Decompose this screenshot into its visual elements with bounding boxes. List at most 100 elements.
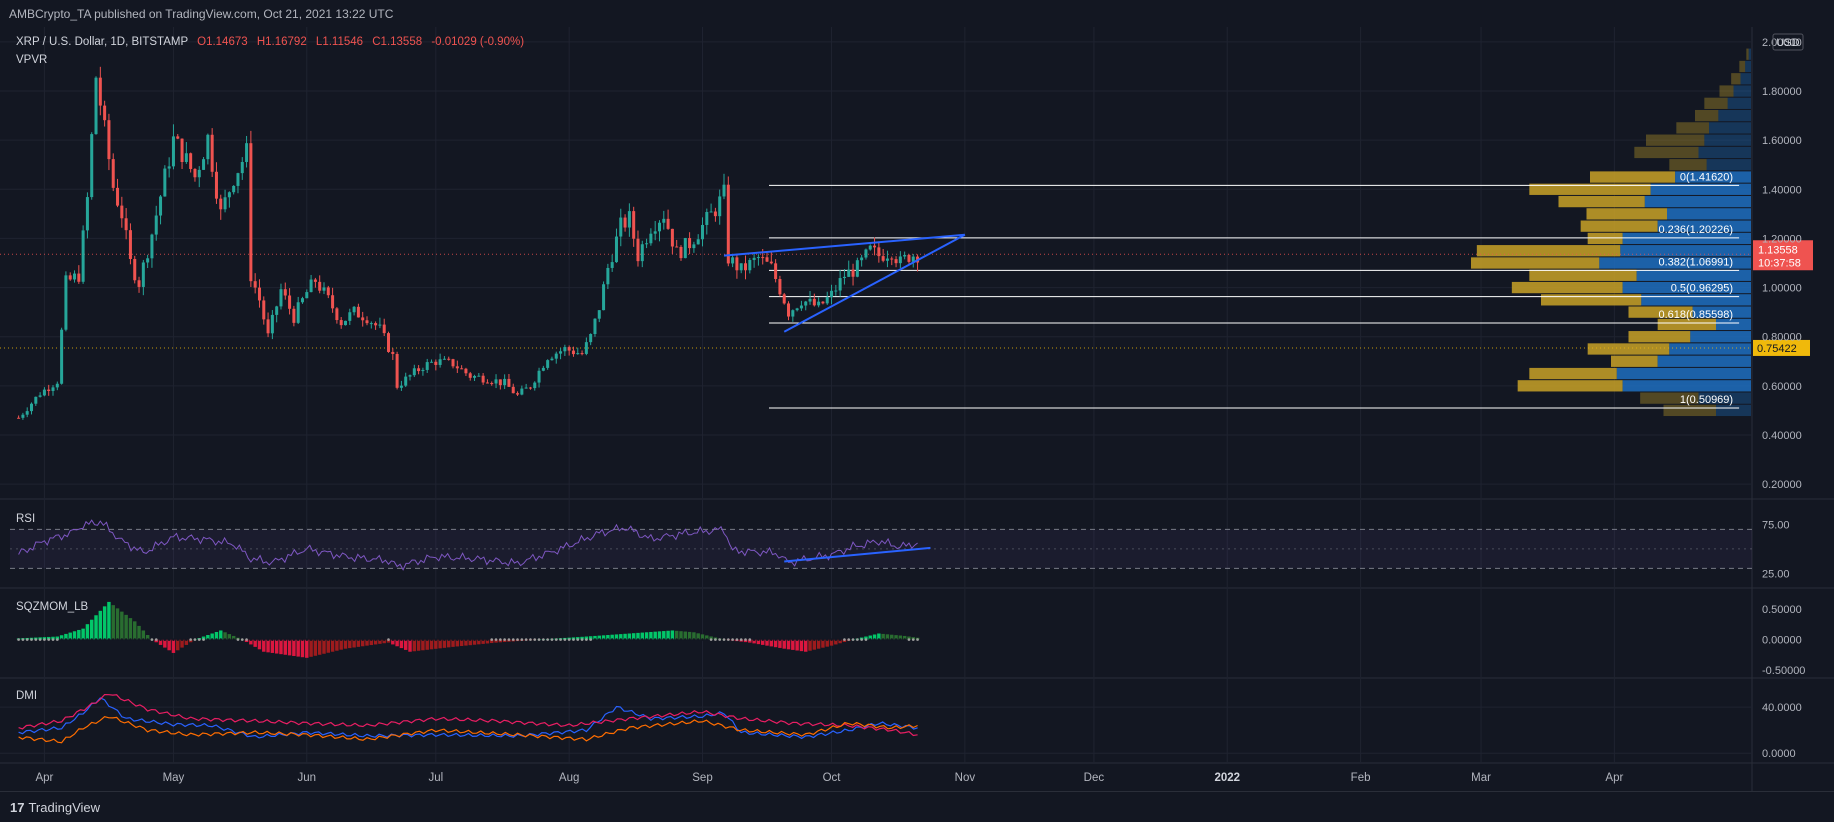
squeeze-histogram-bar (670, 630, 675, 640)
squeeze-histogram-bar (653, 631, 657, 640)
candle-body (782, 294, 786, 304)
squeeze-dot (34, 638, 38, 641)
dmi-title[interactable]: DMI (16, 690, 37, 702)
candle-body (322, 287, 326, 291)
squeeze-histogram-bar (674, 630, 679, 640)
volume-profile-bar-down (1558, 195, 1645, 208)
squeeze-dot (202, 638, 205, 641)
rsi-axis-label: 25.00 (1762, 568, 1790, 580)
volume-profile-bar-down (1646, 134, 1705, 146)
squeeze-histogram-bar (266, 639, 270, 653)
vpvr-legend[interactable]: VPVR (16, 54, 47, 66)
squeeze-histogram-bar (378, 639, 382, 644)
squeeze-dot (124, 638, 128, 641)
publish-header: AMBCrypto_TA published on TradingView.co… (0, 0, 1834, 28)
squeeze-histogram-bar (317, 639, 322, 655)
price-axis-label: 1.60000 (1762, 135, 1802, 147)
candle-body (60, 329, 64, 384)
dmi-line-minus_di (18, 693, 918, 737)
candle-body (817, 301, 821, 306)
volume-profile-bar-down (1587, 343, 1670, 355)
candle-body (120, 205, 124, 219)
squeeze-dot (309, 638, 313, 641)
squeeze-dot (447, 638, 451, 641)
squeeze-dot (443, 638, 446, 641)
squeeze-dot (683, 638, 687, 641)
squeeze-histogram-bar (834, 639, 838, 645)
candle-body (855, 260, 859, 277)
chart-area[interactable]: 0(1.41620) 0.236(1.20226) 0.382(1.06991) 0.… (0, 27, 1834, 791)
candle-body (111, 159, 115, 188)
candle-body (464, 368, 468, 374)
squeeze-dot (782, 638, 786, 641)
squeeze-dot (283, 638, 287, 641)
squeeze-histogram-bar (769, 639, 774, 647)
marked-level-badge (1753, 339, 1810, 356)
squeeze-histogram-bar (679, 631, 683, 640)
squeeze-dot (911, 638, 915, 641)
squeeze-histogram-bar (59, 635, 64, 640)
volume-profile-bar-up (1709, 122, 1751, 134)
candle-body (17, 417, 21, 419)
squeeze-dot (761, 638, 765, 641)
candle-body (253, 281, 257, 288)
volume-profile-bar-up (1669, 343, 1751, 355)
candle-body (468, 373, 472, 378)
squeeze-histogram-bar (356, 639, 361, 647)
candle-body (128, 230, 132, 259)
price-axis-label: 1.40000 (1762, 184, 1802, 196)
squeeze-histogram-bar (459, 639, 464, 647)
candle-body (894, 259, 898, 264)
squeeze-dot (529, 638, 532, 641)
rsi-pane[interactable] (10, 519, 1752, 571)
ohlc-change: -0.01029 (-0.90%) (431, 36, 524, 48)
currency-box[interactable] (1772, 33, 1804, 51)
squeeze-histogram-bar (305, 639, 309, 658)
squeeze-histogram-bar (804, 639, 808, 652)
squeeze-histogram-bar (399, 639, 404, 649)
squeeze-axis-label: 0.00000 (1762, 635, 1802, 647)
volume-profile-bar-up (1727, 97, 1751, 109)
squeeze-dot (597, 638, 601, 641)
squeeze-dot (228, 638, 231, 641)
symbol-legend[interactable]: XRP / U.S. Dollar, 1D, BITSTAMP O1.14673… (16, 36, 524, 48)
squeeze-dot (387, 638, 390, 641)
squeeze-momentum-pane[interactable] (16, 601, 920, 658)
squeeze-dot (404, 638, 408, 641)
squeeze-histogram-bar (791, 639, 795, 650)
trendline (783, 233, 966, 333)
squeeze-dot (430, 638, 433, 641)
squeeze-title[interactable]: SQZMOM_LB (16, 601, 89, 613)
squeeze-histogram-bar (360, 639, 365, 647)
squeeze-histogram-bar (111, 605, 115, 640)
candle-body (748, 260, 752, 271)
volume-profile-bar-up (1641, 294, 1751, 306)
fib-level-label: 0(1.41620) (1680, 171, 1733, 183)
squeeze-histogram-bar (894, 635, 898, 640)
tradingview-logo[interactable]: 17 TradingView (10, 800, 100, 815)
squeeze-dot (787, 638, 790, 641)
price-pane[interactable]: 0(1.41620) 0.236(1.20226) 0.382(1.06991) 0.… (0, 48, 1813, 420)
squeeze-dot (154, 638, 158, 641)
time-axis-label: Mar (1471, 772, 1491, 784)
candle-body (339, 320, 343, 326)
candle-body (619, 217, 623, 237)
currency-label[interactable]: USD (1776, 37, 1799, 49)
candle-body (374, 323, 378, 326)
squeeze-histogram-bar (434, 639, 438, 649)
squeeze-dot (804, 638, 808, 641)
squeeze-histogram-bar (782, 639, 786, 649)
candle-body (343, 320, 348, 326)
squeeze-dot (391, 638, 395, 641)
candle-body (834, 290, 838, 292)
volume-profile-bar-up (1616, 367, 1751, 380)
squeeze-dot (370, 638, 373, 641)
squeeze-histogram-bar (313, 639, 318, 656)
squeeze-histogram-bar (872, 634, 877, 640)
squeeze-dot (176, 638, 180, 641)
dmi-pane[interactable] (18, 693, 918, 744)
rsi-title[interactable]: RSI (16, 513, 35, 525)
squeeze-dot (516, 638, 519, 641)
candle-body (116, 187, 120, 206)
squeeze-dot (679, 638, 683, 641)
